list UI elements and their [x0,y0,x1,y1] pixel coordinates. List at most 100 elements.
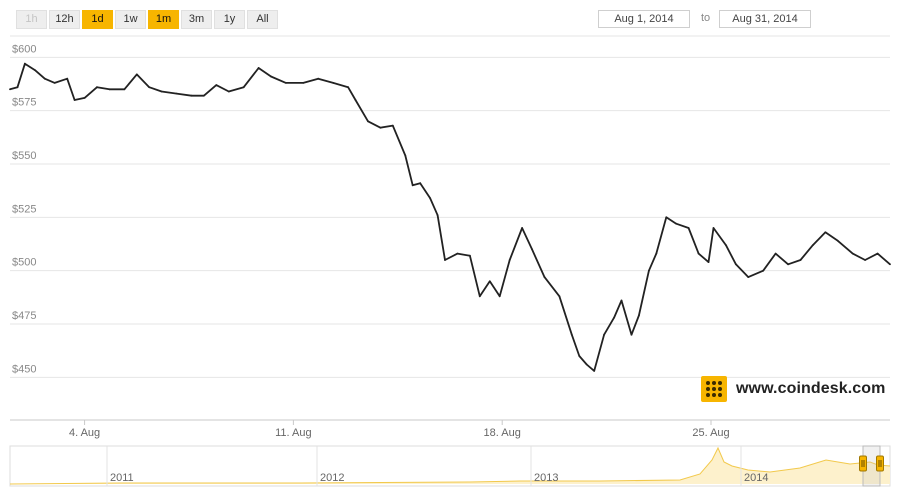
data-point [707,261,710,263]
data-point [24,62,26,65]
range-button-3m[interactable]: 3m [181,10,212,29]
data-point [43,77,46,80]
data-point [665,216,668,219]
data-point [444,259,446,261]
data-point [824,231,827,234]
from-date-input[interactable]: Aug 1, 2014 [598,10,690,28]
data-point [735,263,737,266]
data-point [630,333,633,336]
navigator-area [10,448,890,484]
data-point [558,295,561,298]
data-point [774,252,777,255]
data-point [725,244,727,247]
data-point [638,314,640,317]
data-point [469,254,471,257]
data-point [799,259,802,261]
data-point [270,75,272,78]
data-point [148,86,151,89]
data-point [429,197,431,200]
data-point [391,124,394,127]
data-point [648,269,650,272]
navigator-year-label: 2011 [110,472,134,484]
data-point [53,82,56,84]
x-tick-label: 18. Aug [484,427,521,439]
data-point [889,263,891,266]
data-point [34,69,36,71]
data-point [508,259,511,261]
data-point [712,227,715,229]
brand-watermark: www.coindesk.com [701,376,886,402]
data-point [16,86,19,89]
data-point [123,88,126,91]
data-point [379,126,382,129]
data-point [436,214,439,217]
data-point [302,82,305,84]
data-point [620,299,623,302]
data-point [603,333,605,336]
navigator-handle-right[interactable] [876,455,884,472]
data-point [190,94,193,97]
grid-lines [10,35,890,378]
data-point [578,355,581,357]
data-point [697,252,700,255]
range-button-1h: 1h [16,10,47,29]
data-point [66,77,69,80]
data-point [478,295,481,298]
data-point [687,227,690,229]
data-point [135,73,138,76]
range-button-1d[interactable]: 1d [82,10,113,29]
navigator-line [9,446,891,485]
range-selector: 1h 12h 1d 1w 1m 3m 1y All [16,10,278,29]
data-point [108,88,111,91]
data-point [367,120,369,123]
data-point [851,252,854,255]
data-point [613,316,615,319]
range-button-all[interactable]: All [247,10,278,29]
x-tick-label: 4. Aug [69,427,100,439]
x-tick-label: 11. Aug [275,427,312,439]
y-tick-label: $500 [12,257,36,269]
data-point [215,84,218,86]
data-point [203,94,205,97]
y-axis-labels: $450 $475 $500 $525 $550 $575 $600 [12,43,36,375]
data-point [531,248,533,251]
range-button-1y[interactable]: 1y [214,10,245,29]
brand-text: www.coindesk.com [736,380,886,397]
to-date-input[interactable]: Aug 31, 2014 [719,10,811,28]
data-point [242,86,245,89]
navigator[interactable]: 2011 2012 2013 2014 [9,445,891,487]
y-tick-label: $525 [12,203,36,215]
data-point [227,90,230,93]
data-point [96,86,98,89]
range-button-1w[interactable]: 1w [115,10,146,29]
y-tick-label: $600 [12,43,36,55]
data-point [175,92,178,95]
data-point [655,252,658,255]
data-point [836,239,839,242]
navigator-year-label: 2014 [744,472,768,484]
data-point [762,269,765,272]
y-tick-label: $550 [12,150,36,162]
navigator-year-label: 2013 [534,472,558,484]
data-point [585,363,588,366]
data-point [593,370,596,372]
navigator-handle-left[interactable] [859,455,867,472]
y-tick-label: $575 [12,97,36,109]
data-point [488,280,491,283]
x-tick-label: 25. Aug [692,427,729,439]
range-button-12h[interactable]: 12h [49,10,80,29]
data-point [876,252,879,255]
data-point [787,263,789,266]
data-point [257,67,260,69]
data-point [521,227,523,229]
data-point [543,276,546,278]
data-point [160,90,163,93]
data-point [747,276,750,278]
x-axis: 4. Aug 11. Aug 18. Aug 25. Aug [10,419,890,439]
range-button-1m[interactable]: 1m [148,10,179,29]
data-point [570,333,573,336]
data-point [83,97,86,99]
to-label: to [701,12,711,24]
data-point [404,154,407,157]
